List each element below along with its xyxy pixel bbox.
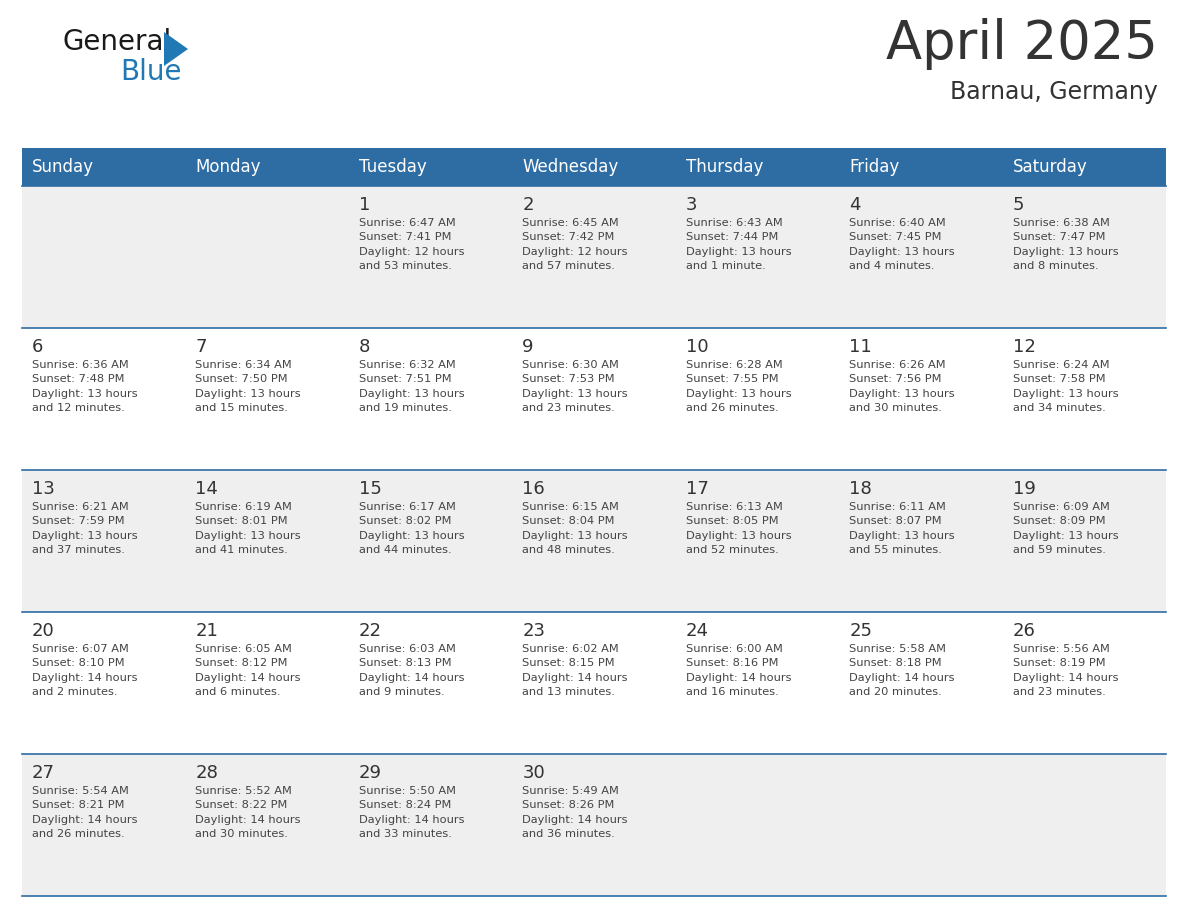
Text: 10: 10	[685, 338, 708, 356]
Text: Sunrise: 6:30 AM
Sunset: 7:53 PM
Daylight: 13 hours
and 23 minutes.: Sunrise: 6:30 AM Sunset: 7:53 PM Dayligh…	[523, 360, 628, 413]
Text: 18: 18	[849, 480, 872, 498]
Text: Sunrise: 6:11 AM
Sunset: 8:07 PM
Daylight: 13 hours
and 55 minutes.: Sunrise: 6:11 AM Sunset: 8:07 PM Dayligh…	[849, 502, 955, 555]
Text: 23: 23	[523, 622, 545, 640]
Text: Sunrise: 6:02 AM
Sunset: 8:15 PM
Daylight: 14 hours
and 13 minutes.: Sunrise: 6:02 AM Sunset: 8:15 PM Dayligh…	[523, 644, 627, 697]
Bar	[23, 612, 1165, 754]
Text: Sunrise: 5:58 AM
Sunset: 8:18 PM
Daylight: 14 hours
and 20 minutes.: Sunrise: 5:58 AM Sunset: 8:18 PM Dayligh…	[849, 644, 955, 697]
Text: 13: 13	[32, 480, 55, 498]
Polygon shape	[164, 32, 188, 66]
Text: 29: 29	[359, 764, 381, 782]
Text: Sunrise: 6:34 AM
Sunset: 7:50 PM
Daylight: 13 hours
and 15 minutes.: Sunrise: 6:34 AM Sunset: 7:50 PM Dayligh…	[196, 360, 301, 413]
Bar	[23, 470, 1165, 612]
Text: Friday: Friday	[849, 158, 899, 176]
Text: 11: 11	[849, 338, 872, 356]
Text: Monday: Monday	[196, 158, 261, 176]
Text: Sunrise: 5:52 AM
Sunset: 8:22 PM
Daylight: 14 hours
and 30 minutes.: Sunrise: 5:52 AM Sunset: 8:22 PM Dayligh…	[196, 786, 301, 839]
Text: 6: 6	[32, 338, 44, 356]
Text: Sunrise: 6:24 AM
Sunset: 7:58 PM
Daylight: 13 hours
and 34 minutes.: Sunrise: 6:24 AM Sunset: 7:58 PM Dayligh…	[1012, 360, 1118, 413]
Text: April 2025: April 2025	[886, 18, 1158, 70]
Bar	[23, 328, 1165, 470]
Text: 30: 30	[523, 764, 545, 782]
Text: 24: 24	[685, 622, 709, 640]
Text: Sunrise: 5:50 AM
Sunset: 8:24 PM
Daylight: 14 hours
and 33 minutes.: Sunrise: 5:50 AM Sunset: 8:24 PM Dayligh…	[359, 786, 465, 839]
Text: 22: 22	[359, 622, 381, 640]
Text: 20: 20	[32, 622, 55, 640]
Text: General: General	[62, 28, 171, 56]
Text: Sunrise: 6:00 AM
Sunset: 8:16 PM
Daylight: 14 hours
and 16 minutes.: Sunrise: 6:00 AM Sunset: 8:16 PM Dayligh…	[685, 644, 791, 697]
Text: Saturday: Saturday	[1012, 158, 1087, 176]
Text: 12: 12	[1012, 338, 1036, 356]
Text: 16: 16	[523, 480, 545, 498]
Text: 28: 28	[196, 764, 219, 782]
Text: 3: 3	[685, 196, 697, 214]
Text: Sunrise: 6:05 AM
Sunset: 8:12 PM
Daylight: 14 hours
and 6 minutes.: Sunrise: 6:05 AM Sunset: 8:12 PM Dayligh…	[196, 644, 301, 697]
Text: Sunrise: 6:36 AM
Sunset: 7:48 PM
Daylight: 13 hours
and 12 minutes.: Sunrise: 6:36 AM Sunset: 7:48 PM Dayligh…	[32, 360, 138, 413]
Text: Sunrise: 6:40 AM
Sunset: 7:45 PM
Daylight: 13 hours
and 4 minutes.: Sunrise: 6:40 AM Sunset: 7:45 PM Dayligh…	[849, 218, 955, 271]
Text: Sunrise: 5:54 AM
Sunset: 8:21 PM
Daylight: 14 hours
and 26 minutes.: Sunrise: 5:54 AM Sunset: 8:21 PM Dayligh…	[32, 786, 138, 839]
Text: 19: 19	[1012, 480, 1036, 498]
Text: 17: 17	[685, 480, 708, 498]
Text: Thursday: Thursday	[685, 158, 763, 176]
Text: Sunrise: 6:17 AM
Sunset: 8:02 PM
Daylight: 13 hours
and 44 minutes.: Sunrise: 6:17 AM Sunset: 8:02 PM Dayligh…	[359, 502, 465, 555]
Text: Tuesday: Tuesday	[359, 158, 426, 176]
Text: 5: 5	[1012, 196, 1024, 214]
Text: 21: 21	[196, 622, 219, 640]
Text: 15: 15	[359, 480, 381, 498]
Text: Sunrise: 6:19 AM
Sunset: 8:01 PM
Daylight: 13 hours
and 41 minutes.: Sunrise: 6:19 AM Sunset: 8:01 PM Dayligh…	[196, 502, 301, 555]
Text: 1: 1	[359, 196, 371, 214]
Text: 2: 2	[523, 196, 533, 214]
Text: 4: 4	[849, 196, 860, 214]
Text: Barnau, Germany: Barnau, Germany	[950, 80, 1158, 104]
Text: Sunrise: 6:38 AM
Sunset: 7:47 PM
Daylight: 13 hours
and 8 minutes.: Sunrise: 6:38 AM Sunset: 7:47 PM Dayligh…	[1012, 218, 1118, 271]
Bar	[23, 186, 1165, 328]
Text: Sunrise: 6:13 AM
Sunset: 8:05 PM
Daylight: 13 hours
and 52 minutes.: Sunrise: 6:13 AM Sunset: 8:05 PM Dayligh…	[685, 502, 791, 555]
Text: Sunrise: 6:03 AM
Sunset: 8:13 PM
Daylight: 14 hours
and 9 minutes.: Sunrise: 6:03 AM Sunset: 8:13 PM Dayligh…	[359, 644, 465, 697]
Text: Sunrise: 6:15 AM
Sunset: 8:04 PM
Daylight: 13 hours
and 48 minutes.: Sunrise: 6:15 AM Sunset: 8:04 PM Dayligh…	[523, 502, 628, 555]
Text: Sunrise: 5:56 AM
Sunset: 8:19 PM
Daylight: 14 hours
and 23 minutes.: Sunrise: 5:56 AM Sunset: 8:19 PM Dayligh…	[1012, 644, 1118, 697]
Text: 8: 8	[359, 338, 371, 356]
Text: Sunrise: 5:49 AM
Sunset: 8:26 PM
Daylight: 14 hours
and 36 minutes.: Sunrise: 5:49 AM Sunset: 8:26 PM Dayligh…	[523, 786, 627, 839]
Text: 27: 27	[32, 764, 55, 782]
Text: 26: 26	[1012, 622, 1036, 640]
Text: Sunrise: 6:26 AM
Sunset: 7:56 PM
Daylight: 13 hours
and 30 minutes.: Sunrise: 6:26 AM Sunset: 7:56 PM Dayligh…	[849, 360, 955, 413]
Text: Wednesday: Wednesday	[523, 158, 619, 176]
Text: Sunrise: 6:43 AM
Sunset: 7:44 PM
Daylight: 13 hours
and 1 minute.: Sunrise: 6:43 AM Sunset: 7:44 PM Dayligh…	[685, 218, 791, 271]
Text: 9: 9	[523, 338, 533, 356]
Text: Sunrise: 6:28 AM
Sunset: 7:55 PM
Daylight: 13 hours
and 26 minutes.: Sunrise: 6:28 AM Sunset: 7:55 PM Dayligh…	[685, 360, 791, 413]
Text: 25: 25	[849, 622, 872, 640]
Bar	[23, 754, 1165, 896]
Text: Blue: Blue	[120, 58, 182, 86]
Text: Sunrise: 6:21 AM
Sunset: 7:59 PM
Daylight: 13 hours
and 37 minutes.: Sunrise: 6:21 AM Sunset: 7:59 PM Dayligh…	[32, 502, 138, 555]
Text: Sunrise: 6:45 AM
Sunset: 7:42 PM
Daylight: 12 hours
and 57 minutes.: Sunrise: 6:45 AM Sunset: 7:42 PM Dayligh…	[523, 218, 627, 271]
Text: Sunrise: 6:09 AM
Sunset: 8:09 PM
Daylight: 13 hours
and 59 minutes.: Sunrise: 6:09 AM Sunset: 8:09 PM Dayligh…	[1012, 502, 1118, 555]
Text: Sunrise: 6:47 AM
Sunset: 7:41 PM
Daylight: 12 hours
and 53 minutes.: Sunrise: 6:47 AM Sunset: 7:41 PM Dayligh…	[359, 218, 465, 271]
Bar	[23, 148, 1165, 186]
Text: Sunrise: 6:32 AM
Sunset: 7:51 PM
Daylight: 13 hours
and 19 minutes.: Sunrise: 6:32 AM Sunset: 7:51 PM Dayligh…	[359, 360, 465, 413]
Text: 14: 14	[196, 480, 219, 498]
Text: Sunday: Sunday	[32, 158, 94, 176]
Text: Sunrise: 6:07 AM
Sunset: 8:10 PM
Daylight: 14 hours
and 2 minutes.: Sunrise: 6:07 AM Sunset: 8:10 PM Dayligh…	[32, 644, 138, 697]
Text: 7: 7	[196, 338, 207, 356]
